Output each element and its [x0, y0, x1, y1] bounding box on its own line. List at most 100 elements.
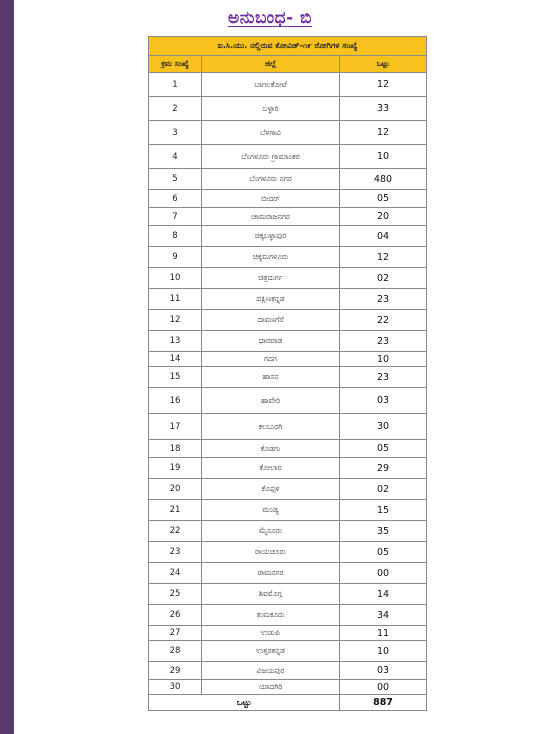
district-cell: ಗದಗ: [201, 351, 340, 367]
serial-number-cell: 12: [148, 309, 202, 331]
serial-number-cell: 18: [148, 439, 202, 458]
count-cell: 12: [339, 120, 427, 145]
table-row: 12 ದಾವಣಗೆರೆ 22: [148, 309, 427, 331]
serial-number-cell: 10: [148, 267, 202, 289]
table-row: 24 ರಾಮನಗರ 00: [148, 562, 427, 584]
count-cell: 05: [339, 189, 427, 208]
icu-covid-patients-table: ಐ.ಸಿ.ಯು. ನಲ್ಲಿರುವ ಕೋವಿಡ್-೧೯ ರೋಗಿಗಳ ಸಂಖ್ಯ…: [148, 36, 427, 711]
serial-number-cell: 13: [148, 330, 202, 352]
serial-number-cell: 4: [148, 144, 202, 169]
serial-number-cell: 3: [148, 120, 202, 145]
table-row: 19 ಕೋಲಾರ 29: [148, 457, 427, 479]
table-row: 27 ಉಡುಪಿ 11: [148, 625, 427, 641]
table-row: 23 ರಾಯಚೂರು 05: [148, 541, 427, 563]
district-cell: ರಾಯಚೂರು: [201, 541, 340, 563]
count-cell: 04: [339, 225, 427, 247]
serial-number-cell: 23: [148, 541, 202, 563]
count-cell: 00: [339, 562, 427, 584]
header-district: ಜಿಲ್ಲೆ: [201, 55, 340, 73]
table-row: 4 ಬೆಂಗಳೂರು ಗ್ರಾಮಾಂತರ 10: [148, 144, 427, 169]
district-cell: ಧಾರವಾಡ: [201, 330, 340, 352]
count-cell: 22: [339, 309, 427, 331]
total-label: ಒಟ್ಟು: [148, 694, 340, 711]
serial-number-cell: 19: [148, 457, 202, 479]
page-title: ಅನುಬಂಧ- ಬಿ: [228, 8, 312, 28]
count-cell: 23: [339, 330, 427, 352]
count-cell: 05: [339, 541, 427, 563]
district-cell: ಕಲಬುರಗಿ: [201, 413, 340, 440]
count-cell: 34: [339, 604, 427, 626]
serial-number-cell: 15: [148, 366, 202, 388]
table-row: 11 ದಕ್ಷಿಣಕನ್ನಡ 23: [148, 288, 427, 310]
count-cell: 11: [339, 625, 427, 641]
district-cell: ಬಾಗಲಕೋಟೆ: [201, 72, 340, 97]
count-cell: 29: [339, 457, 427, 479]
count-cell: 23: [339, 366, 427, 388]
count-cell: 03: [339, 661, 427, 680]
district-cell: ಚಾಮರಾಜನಗರ: [201, 207, 340, 226]
table-row: 14 ಗದಗ 10: [148, 351, 427, 367]
district-cell: ಬಳ್ಳಾರಿ: [201, 96, 340, 121]
serial-number-cell: 26: [148, 604, 202, 626]
table-row: 8 ಚಿಕ್ಕಬಳ್ಳಾಪುರ 04: [148, 225, 427, 247]
count-cell: 35: [339, 520, 427, 542]
district-cell: ವಿಜಯಪುರ: [201, 661, 340, 680]
serial-number-cell: 14: [148, 351, 202, 367]
table-row: 22 ಮೈಸೂರು 35: [148, 520, 427, 542]
table-row: 16 ಹಾವೇರಿ 03: [148, 387, 427, 414]
serial-number-cell: 27: [148, 625, 202, 641]
table-row: 20 ಕೊಪ್ಪಳ 02: [148, 478, 427, 500]
district-cell: ಕೊಪ್ಪಳ: [201, 478, 340, 500]
district-cell: ಬೆಂಗಳೂರು ನಗರ: [201, 168, 340, 190]
count-cell: 14: [339, 583, 427, 605]
district-cell: ಕೋಲಾರ: [201, 457, 340, 479]
table-row: 3 ಬೆಳಗಾವಿ 12: [148, 120, 427, 145]
serial-number-cell: 9: [148, 246, 202, 268]
count-cell: 15: [339, 499, 427, 521]
serial-number-cell: 20: [148, 478, 202, 500]
district-cell: ಬೆಂಗಳೂರು ಗ್ರಾಮಾಂತರ: [201, 144, 340, 169]
table-row: 2 ಬಳ್ಳಾರಿ 33: [148, 96, 427, 121]
count-cell: 20: [339, 207, 427, 226]
district-cell: ದಕ್ಷಿಣಕನ್ನಡ: [201, 288, 340, 310]
count-cell: 10: [339, 144, 427, 169]
table-row: 9 ಚಿಕ್ಕಮಗಳೂರು 12: [148, 246, 427, 268]
serial-number-cell: 16: [148, 387, 202, 414]
district-cell: ಹಾಸನ: [201, 366, 340, 388]
count-cell: 02: [339, 478, 427, 500]
serial-number-cell: 11: [148, 288, 202, 310]
count-cell: 10: [339, 640, 427, 662]
page-left-border: [0, 0, 14, 734]
serial-number-cell: 5: [148, 168, 202, 190]
serial-number-cell: 2: [148, 96, 202, 121]
serial-number-cell: 21: [148, 499, 202, 521]
serial-number-cell: 17: [148, 413, 202, 440]
district-cell: ಹಾವೇರಿ: [201, 387, 340, 414]
table-row: 10 ಚಿತ್ರದುರ್ಗ 02: [148, 267, 427, 289]
count-cell: 33: [339, 96, 427, 121]
district-cell: ಮಂಡ್ಯ: [201, 499, 340, 521]
district-cell: ರಾಮನಗರ: [201, 562, 340, 584]
table-row: 25 ಶಿವಮೊಗ್ಗ 14: [148, 583, 427, 605]
table-body: 1 ಬಾಗಲಕೋಟೆ 12 2 ಬಳ್ಳಾರಿ 33 3 ಬೆಳಗಾವಿ 12 4 ಬೆಂಗಳೂರು…: [148, 72, 427, 695]
table-row: 29 ವಿಜಯಪುರ 03: [148, 661, 427, 680]
district-cell: ಮೈಸೂರು: [201, 520, 340, 542]
count-cell: 02: [339, 267, 427, 289]
table-row: 7 ಚಾಮರಾಜನಗರ 20: [148, 207, 427, 226]
table-row: 13 ಧಾರವಾಡ 23: [148, 330, 427, 352]
count-cell: 05: [339, 439, 427, 458]
table-row: 30 ಯಾದಗಿರಿ 00: [148, 679, 427, 695]
table-row: 6 ಬೀದರ್ 05: [148, 189, 427, 208]
table-caption: ಐ.ಸಿ.ಯು. ನಲ್ಲಿರುವ ಕೋವಿಡ್-೧೯ ರೋಗಿಗಳ ಸಂಖ್ಯ…: [148, 36, 427, 56]
count-cell: 12: [339, 72, 427, 97]
serial-number-cell: 7: [148, 207, 202, 226]
serial-number-cell: 8: [148, 225, 202, 247]
table-row: 28 ಉತ್ತರಕನ್ನಡ 10: [148, 640, 427, 662]
table-row: 26 ತುಮಕೂರು 34: [148, 604, 427, 626]
district-cell: ಯಾದಗಿರಿ: [201, 679, 340, 695]
table-row: 5 ಬೆಂಗಳೂರು ನಗರ 480: [148, 168, 427, 190]
count-cell: 10: [339, 351, 427, 367]
serial-number-cell: 6: [148, 189, 202, 208]
district-cell: ಕೊಡಗು: [201, 439, 340, 458]
district-cell: ಉತ್ತರಕನ್ನಡ: [201, 640, 340, 662]
